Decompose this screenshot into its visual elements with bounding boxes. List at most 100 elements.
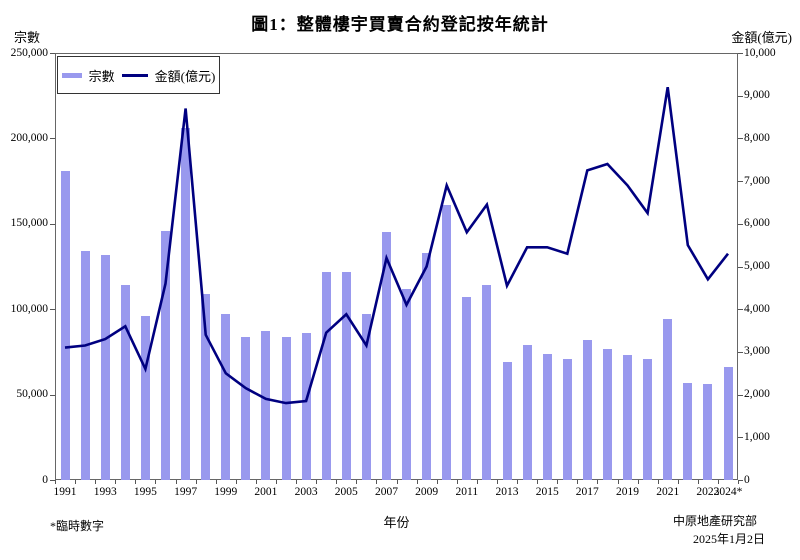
left-tick-label-150000: 150,000: [10, 217, 48, 230]
right-tick-label-1000: 1,000: [744, 430, 770, 443]
right-tickmark: [738, 181, 743, 183]
left-tick-label-50000: 50,000: [16, 388, 48, 401]
right-tick-label-3000: 3,000: [744, 345, 770, 358]
bar-2001: [261, 331, 271, 480]
x-tickmark: [697, 480, 699, 484]
x-tick-label-2021: 2021: [656, 486, 680, 498]
x-tick-label-1991: 1991: [53, 486, 77, 498]
x-axis-title: 年份: [383, 515, 410, 530]
bar-2015: [542, 353, 552, 480]
x-tick-label-2017: 2017: [575, 486, 599, 498]
bar-2017: [582, 339, 592, 480]
x-tickmark: [476, 480, 478, 484]
x-tickmark: [657, 480, 659, 484]
bar-1993: [100, 254, 110, 480]
bar-2008: [402, 288, 411, 480]
bar-2007: [382, 232, 391, 480]
bar-1996: [161, 230, 170, 480]
x-tickmark: [235, 480, 237, 484]
x-tick-label-2001: 2001: [254, 486, 278, 498]
right-tickmark: [738, 309, 743, 311]
bar-2013: [502, 362, 512, 480]
bar-1991: [60, 170, 70, 480]
bar-2016: [562, 358, 572, 480]
x-tick-label-2005: 2005: [334, 486, 358, 498]
x-tickmark: [356, 480, 358, 484]
source-label: 中原地產研究部: [672, 514, 757, 528]
x-tick-label-2024-prov: 2024*: [713, 486, 743, 498]
right-tickmark: [738, 266, 743, 268]
bar-1998: [201, 293, 211, 480]
bar-2023: [703, 384, 713, 480]
x-tickmark: [597, 480, 599, 484]
bar-2011: [462, 297, 472, 480]
left-tick-label-200000: 200,000: [10, 131, 48, 144]
right-tick-label-9000: 9,000: [744, 89, 770, 102]
x-tickmark: [316, 480, 318, 484]
left-tickmark: [50, 394, 55, 396]
x-tickmark: [215, 480, 217, 484]
bar-2019: [623, 355, 632, 480]
x-tickmark: [376, 480, 378, 484]
x-tick-label-2013: 2013: [495, 486, 519, 498]
footnote: *臨時數字: [50, 519, 105, 533]
x-tickmark: [677, 480, 679, 484]
bar-2012: [482, 285, 492, 480]
x-tickmark: [416, 480, 418, 484]
x-tickmark: [496, 480, 498, 484]
bar-2022: [683, 382, 693, 480]
right-tick-label-5000: 5,000: [744, 260, 770, 272]
x-tickmark: [738, 480, 739, 484]
x-tickmark: [195, 480, 197, 484]
left-tickmark: [50, 309, 55, 311]
x-tickmark: [537, 480, 539, 484]
x-tickmark: [637, 480, 639, 484]
right-tickmark: [738, 351, 743, 353]
bar-2024: [723, 367, 733, 480]
bar-2010: [442, 205, 452, 480]
bar-2005: [341, 271, 351, 480]
legend-bar-label: 宗數: [88, 68, 115, 84]
right-tick-label-0: 0: [744, 473, 750, 486]
left-tick-label-0: 0: [42, 473, 48, 486]
x-tickmark: [95, 480, 97, 484]
x-tickmark: [617, 480, 619, 484]
bar-1995: [140, 316, 150, 480]
right-tickmark: [738, 480, 743, 481]
legend-line-label: 金額(億元): [154, 68, 216, 84]
left-tickmark: [50, 480, 55, 481]
right-tick-label-10000: 10,000: [744, 46, 776, 59]
bar-1999: [221, 314, 231, 480]
x-tickmark: [155, 480, 157, 484]
bar-2018: [602, 348, 612, 480]
left-tickmark: [50, 223, 55, 225]
bar-1992: [80, 251, 90, 480]
x-tickmark: [557, 480, 559, 484]
x-tickmark: [75, 480, 77, 484]
x-tick-label-2011: 2011: [455, 486, 479, 498]
right-tick-label-6000: 6,000: [744, 217, 770, 230]
legend: 宗數 金額(億元): [57, 56, 220, 94]
x-tick-label-2007: 2007: [375, 486, 398, 498]
left-tickmark: [50, 53, 55, 54]
x-tickmark: [577, 480, 579, 484]
x-tickmark: [55, 480, 56, 484]
left-tickmark: [50, 138, 55, 140]
legend-line-swatch: [121, 73, 148, 77]
x-tick-label-2003: 2003: [294, 486, 318, 498]
x-tick-label-2023: 2023: [696, 486, 720, 498]
bar-2009: [422, 252, 432, 480]
x-tickmark: [255, 480, 257, 484]
right-tickmark: [738, 437, 743, 439]
x-tick-label-2009: 2009: [415, 486, 439, 498]
x-tick-label-1995: 1995: [133, 486, 157, 498]
x-tickmark: [396, 480, 398, 484]
x-tick-label-1993: 1993: [93, 486, 117, 498]
right-tick-label-7000: 7,000: [744, 174, 770, 187]
x-tickmark: [517, 480, 518, 484]
x-tick-label-2019: 2019: [616, 486, 639, 498]
bar-2014: [522, 345, 532, 480]
bar-2004: [321, 271, 331, 480]
right-tickmark: [738, 223, 743, 225]
x-tickmark: [135, 480, 137, 484]
